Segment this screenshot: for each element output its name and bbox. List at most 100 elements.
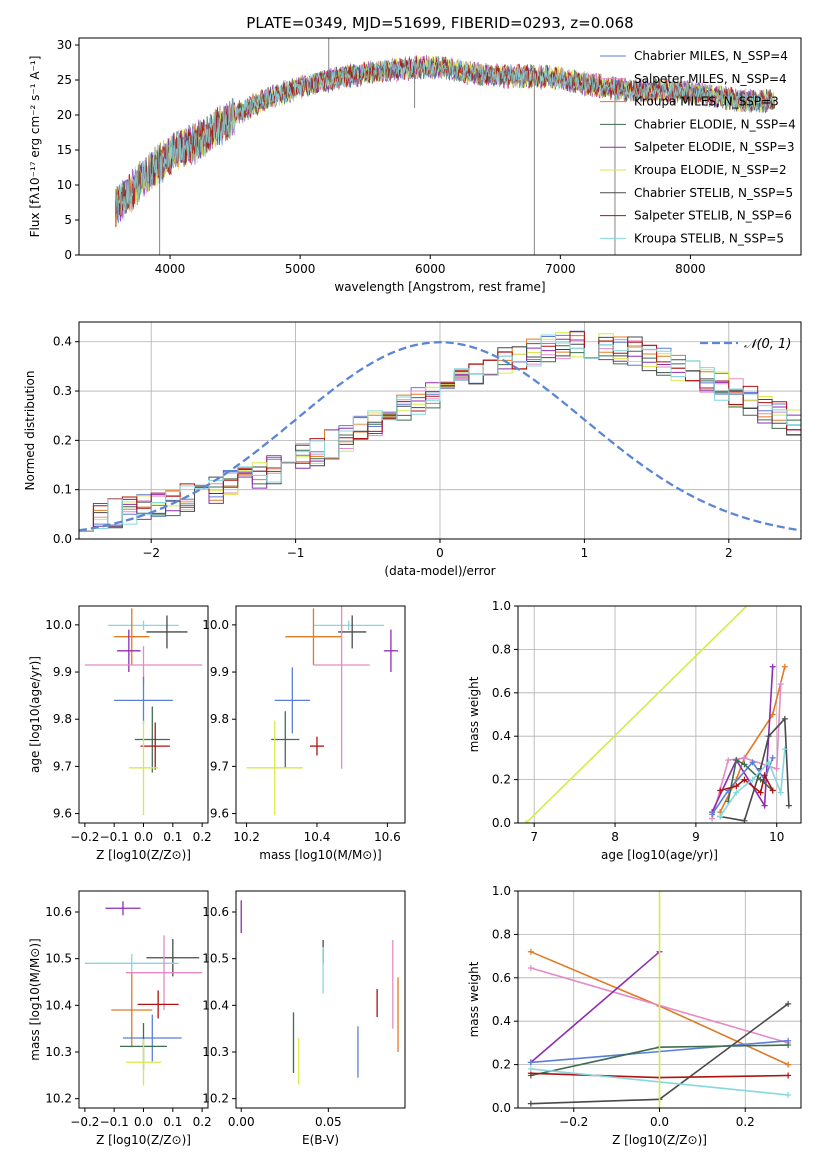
y-tick-label: 0.1 — [53, 483, 72, 497]
x-tick-label: 6000 — [415, 262, 446, 276]
y-tick-label: 0.0 — [492, 1101, 511, 1115]
x-tick-label: 0.0 — [134, 830, 153, 844]
weight-series-line — [719, 716, 790, 822]
legend-label: Salpeter MILES, N_SSP=4 — [634, 72, 787, 86]
y-tick-label: 10.3 — [45, 1045, 72, 1059]
y-tick-label: 9.8 — [210, 712, 229, 726]
weight-point — [785, 1061, 792, 1068]
weight-point — [785, 1042, 792, 1049]
x-axis-label: Z [log10(Z/Z⊙)] — [96, 848, 191, 862]
y-tick-label: 10.4 — [45, 998, 72, 1012]
y-axis-label: mass weight — [467, 676, 481, 752]
y-axis-label: mass weight — [467, 961, 481, 1037]
weight-point — [733, 757, 740, 764]
spectrum-lines — [115, 38, 776, 255]
weight-point — [769, 754, 776, 761]
weight-point — [749, 759, 756, 766]
x-tick-label: 10.6 — [374, 830, 401, 844]
x-tick-label: 4000 — [155, 262, 186, 276]
y-axis-label: Normed distribution — [23, 371, 37, 491]
weight-point — [733, 789, 740, 796]
weight-point — [523, 820, 530, 823]
mass-weight-vs-Z-panel: −0.2 0.0 0.2 0.0 0.2 0.4 0.6 0.8 1.0 Z [log10(Z/Z… — [467, 884, 802, 1147]
y-tick-label: 0.2 — [492, 1058, 511, 1072]
y-tick-label: 10.5 — [202, 952, 229, 966]
histogram-series-step — [79, 336, 801, 532]
x-tick-label: 0.2 — [193, 830, 212, 844]
y-tick-label: 10.4 — [202, 998, 229, 1012]
x-tick-label: 10.2 — [233, 830, 260, 844]
y-tick-label: 9.7 — [53, 759, 72, 773]
axes-frame — [78, 605, 209, 824]
y-tick-label: 1.0 — [492, 884, 511, 898]
weight-point — [777, 681, 784, 688]
axes-frame — [78, 37, 802, 256]
weight-point — [741, 754, 748, 761]
x-tick-label: 8 — [611, 830, 619, 844]
weight-point — [761, 802, 768, 809]
x-tick-label: 1 — [581, 546, 589, 560]
x-tick-label: 7000 — [545, 262, 576, 276]
y-tick-label: 1.0 — [492, 599, 511, 613]
axes-frame — [78, 890, 209, 1109]
legend-label: Kroupa MILES, N_SSP=3 — [634, 95, 779, 109]
y-tick-label: 9.6 — [53, 807, 72, 821]
weight-point — [766, 581, 772, 587]
x-tick-label: 0.1 — [163, 830, 182, 844]
y-tick-label: 0.6 — [492, 686, 511, 700]
y-tick-label: 10.2 — [45, 1092, 72, 1106]
axes-frame — [517, 605, 802, 824]
x-tick-label: 0.0 — [650, 1115, 669, 1129]
x-tick-label: 0.00 — [228, 1115, 255, 1129]
x-tick-label: 0.2 — [193, 1115, 212, 1129]
mass-vs-Z-panel: −0.2 −0.1 0.0 0.1 0.2 10.2 10.3 10.4 10.5 10.6 Z [… — [28, 890, 212, 1147]
x-tick-label: −0.1 — [100, 1115, 129, 1129]
y-tick-label: 25 — [57, 73, 72, 87]
weight-point — [785, 802, 792, 809]
weight-point — [709, 811, 716, 818]
y-tick-label: 10.6 — [45, 905, 72, 919]
weight-point — [656, 1105, 663, 1108]
x-tick-label: 0.05 — [315, 1115, 342, 1129]
x-tick-label: 10 — [769, 830, 784, 844]
x-tick-label: 0.0 — [134, 1115, 153, 1129]
y-tick-label: 0 — [64, 248, 72, 262]
errorbar-marks — [246, 606, 398, 815]
legend-label: Salpeter STELIB, N_SSP=6 — [634, 209, 792, 223]
y-tick-label: 0.3 — [53, 384, 72, 398]
weight-point — [527, 1065, 534, 1072]
legend-label: Chabrier STELIB, N_SSP=5 — [634, 186, 793, 200]
x-tick-label: 0 — [436, 546, 444, 560]
legend-label: Kroupa STELIB, N_SSP=5 — [634, 231, 784, 245]
x-axis-label: Z [log10(Z/Z⊙)] — [612, 1133, 707, 1147]
weight-series-line — [719, 773, 774, 795]
legend-label: Kroupa ELODIE, N_SSP=2 — [634, 163, 787, 177]
mass-weight-vs-age-panel: 7 8 9 10 0.0 0.2 0.4 0.6 0.8 1.0 age [log10(age/yr… — [467, 581, 802, 862]
x-axis-label: (data-model)/error — [384, 564, 495, 578]
y-tick-label: 20 — [57, 108, 72, 122]
y-tick-label: 0.4 — [53, 335, 72, 349]
y-tick-label: 10.2 — [202, 1092, 229, 1106]
x-tick-label: 0.1 — [163, 1115, 182, 1129]
y-tick-label: 0.2 — [492, 773, 511, 787]
y-tick-label: 0.8 — [492, 927, 511, 941]
weight-point — [785, 1091, 792, 1098]
legend-label: Salpeter ELODIE, N_SSP=3 — [634, 140, 795, 154]
y-tick-label: 10.0 — [202, 618, 229, 632]
y-axis-label: Flux [fλ10⁻¹⁷ erg cm⁻² s⁻¹ A⁻¹] — [28, 56, 42, 238]
x-tick-label: −0.2 — [559, 1115, 588, 1129]
errorbar-marks — [84, 608, 203, 815]
x-axis-label: E(B-V) — [302, 1133, 339, 1147]
panels: 4000 5000 6000 7000 8000051015202530waveleng… — [23, 37, 802, 1147]
x-tick-label: 9 — [692, 830, 700, 844]
x-axis-label: Z [log10(Z/Z⊙)] — [96, 1133, 191, 1147]
weight-point — [749, 776, 756, 783]
weight-point — [781, 663, 788, 670]
weight-point — [741, 776, 748, 783]
y-tick-label: 0.8 — [492, 642, 511, 656]
y-tick-label: 5 — [64, 213, 72, 227]
histogram-series-step — [79, 339, 801, 532]
axes-frame — [235, 890, 406, 1109]
histogram-panel: −2 −1 0 1 2 0.0 0.1 0.2 0.3 0.4 (data-model)/error… — [23, 321, 802, 578]
weight-point — [785, 1000, 792, 1007]
